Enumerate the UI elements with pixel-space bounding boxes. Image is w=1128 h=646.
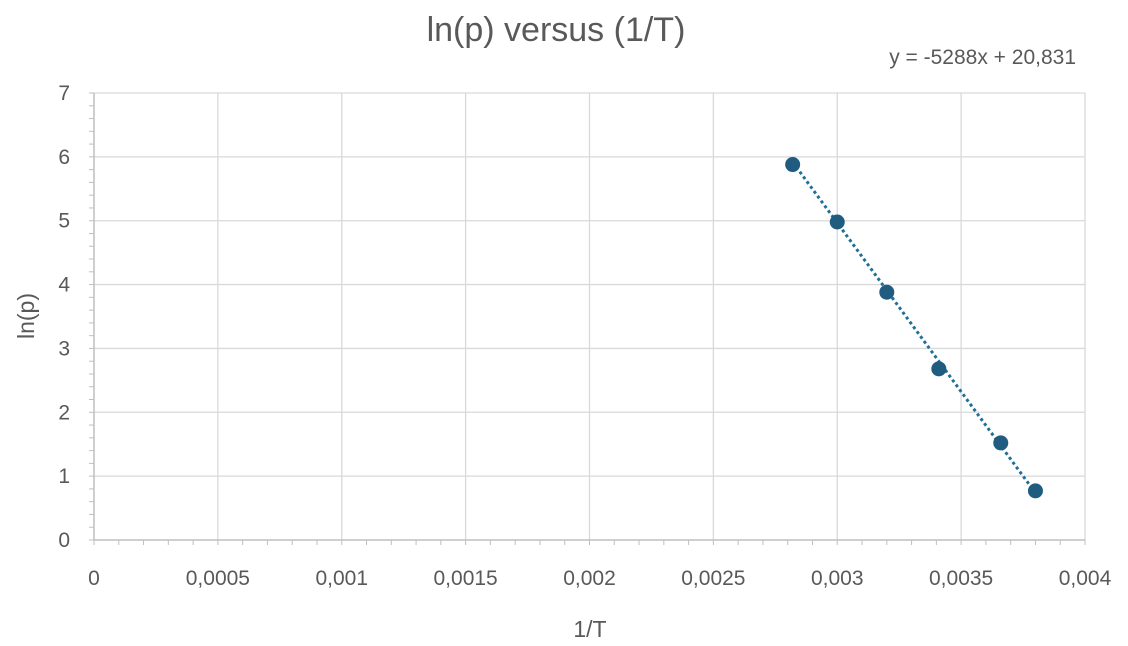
data-point [785, 157, 801, 173]
data-points [785, 157, 1043, 499]
trendline-equation: y = -5288x + 20,831 [889, 46, 1076, 69]
y-axis-tick-labels: 0 1 2 3 4 5 6 7 [58, 82, 70, 552]
x-tick-label: 0,0005 [186, 567, 250, 590]
y-tick-label: 7 [58, 82, 70, 105]
y-tick-label: 4 [58, 274, 70, 297]
data-point [829, 214, 845, 230]
x-tick-label: 0,003 [811, 567, 864, 590]
data-point [879, 284, 895, 300]
y-axis-label: ln(p) [13, 293, 39, 339]
y-tick-label: 1 [58, 465, 70, 488]
x-axis-label: 1/T [573, 616, 606, 642]
data-point [931, 361, 947, 377]
axes [93, 93, 1085, 541]
gridlines [94, 92, 1086, 540]
y-axis-minor-ticks [89, 92, 1086, 545]
x-tick-label: 0 [88, 567, 100, 590]
y-tick-label: 3 [58, 337, 70, 360]
y-tick-label: 6 [58, 146, 70, 169]
y-tick-label: 2 [58, 401, 70, 424]
x-tick-label: 0,004 [1059, 567, 1112, 590]
x-axis-tick-labels: 0 0,0005 0,001 0,0015 0,002 0,0025 0,003 0,0035… [88, 567, 1111, 590]
y-tick-label: 0 [58, 529, 70, 552]
x-tick-label: 0,0025 [681, 567, 745, 590]
data-point [993, 435, 1009, 451]
x-tick-label: 0,0015 [434, 567, 498, 590]
data-point [1027, 483, 1043, 499]
chart-title: ln(p) versus (1/T) [427, 11, 686, 49]
x-tick-label: 0,002 [563, 567, 616, 590]
x-tick-label: 0,001 [315, 567, 368, 590]
y-tick-label: 5 [58, 210, 70, 233]
x-tick-label: 0,0035 [929, 567, 993, 590]
